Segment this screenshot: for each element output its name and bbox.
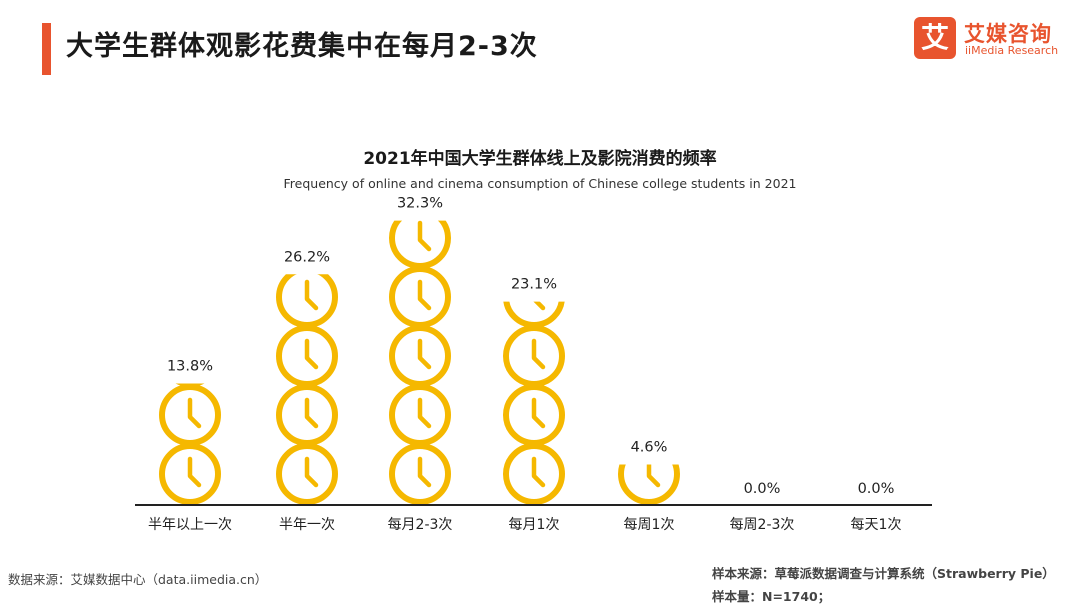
category-label: 每月1次	[509, 517, 560, 533]
clock-icon	[503, 384, 565, 446]
data-label: 4.6%	[631, 439, 668, 455]
clock-icon	[389, 384, 451, 446]
bar-3	[389, 220, 451, 505]
clock-icon	[276, 325, 338, 387]
bar-4	[503, 301, 565, 505]
chart-title: 2021年中国大学生群体线上及影院消费的频率	[363, 149, 717, 169]
bar-5	[618, 464, 680, 505]
data-label: 26.2%	[284, 249, 330, 265]
sample-source: 样本来源：草莓派数据调查与计算系统（Strawberry Pie）	[712, 566, 1055, 581]
clock-icon	[175, 383, 205, 387]
clock-icon	[618, 464, 680, 505]
logo-name-cn: 艾媒咨询	[964, 22, 1052, 46]
clock-icon	[503, 325, 565, 387]
category-label: 半年一次	[279, 517, 335, 533]
category-label: 每周2-3次	[730, 517, 795, 533]
data-label: 32.3%	[397, 196, 443, 212]
clock-icon	[503, 301, 565, 328]
clock-icon	[159, 384, 221, 446]
clock-icon	[276, 384, 338, 446]
category-label: 每月2-3次	[388, 517, 453, 533]
data-label: 0.0%	[858, 481, 895, 497]
clock-icon	[276, 274, 338, 328]
page-title: 大学生群体观影花费集中在每月2-3次	[66, 31, 538, 62]
brand-logo: 艾 艾媒咨询 iiMedia Research	[914, 17, 1064, 61]
clock-icon	[389, 443, 451, 505]
data-label: 23.1%	[511, 277, 557, 293]
logo-mark-icon: 艾	[914, 17, 956, 59]
clock-icon	[503, 443, 565, 505]
data-label: 13.8%	[167, 358, 213, 374]
category-label: 半年以上一次	[148, 517, 232, 533]
clock-icon	[276, 443, 338, 505]
category-label: 每周1次	[624, 517, 675, 533]
data-label: 0.0%	[744, 481, 781, 497]
bar-2	[276, 274, 338, 505]
category-label: 每天1次	[851, 517, 902, 533]
clock-icon	[389, 220, 451, 269]
data-source: 数据来源：艾媒数据中心（data.iimedia.cn）	[8, 572, 268, 587]
clock-icon	[159, 443, 221, 505]
clock-icon	[389, 266, 451, 328]
logo-name-en: iiMedia Research	[965, 44, 1059, 57]
title-accent-bar	[42, 23, 51, 75]
clock-icon	[389, 325, 451, 387]
bar-1	[159, 383, 221, 505]
chart-subtitle: Frequency of online and cinema consumpti…	[283, 176, 797, 191]
sample-size: 样本量：N=1740；	[712, 589, 831, 604]
